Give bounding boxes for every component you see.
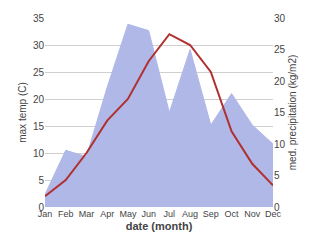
svg-text:May: May [119, 209, 137, 219]
svg-text:max temp (C): max temp (C) [17, 82, 28, 143]
svg-text:Sep: Sep [203, 209, 219, 219]
svg-text:30: 30 [274, 13, 286, 24]
svg-text:30: 30 [33, 40, 45, 51]
svg-text:15: 15 [274, 107, 286, 118]
svg-text:date (month): date (month) [126, 220, 193, 232]
svg-text:Oct: Oct [225, 209, 240, 219]
svg-text:Jun: Jun [141, 209, 156, 219]
svg-text:0: 0 [38, 202, 44, 213]
svg-text:25: 25 [33, 67, 45, 78]
svg-text:10: 10 [274, 139, 286, 150]
svg-text:10: 10 [33, 148, 45, 159]
svg-text:15: 15 [33, 121, 45, 132]
svg-text:35: 35 [33, 13, 45, 24]
svg-text:20: 20 [274, 76, 286, 87]
svg-text:25: 25 [274, 44, 286, 55]
svg-text:Mar: Mar [79, 209, 95, 219]
svg-text:Dec: Dec [265, 209, 282, 219]
svg-text:Jul: Jul [164, 209, 176, 219]
svg-text:Nov: Nov [244, 209, 261, 219]
svg-text:med. precipitation (kg/m2): med. precipitation (kg/m2) [287, 55, 298, 171]
svg-text:5: 5 [274, 170, 280, 181]
svg-text:5: 5 [38, 175, 44, 186]
svg-text:Jan: Jan [38, 209, 53, 219]
svg-text:0: 0 [274, 202, 280, 213]
svg-text:Feb: Feb [58, 209, 74, 219]
svg-text:Aug: Aug [182, 209, 198, 219]
svg-text:Apr: Apr [100, 209, 114, 219]
svg-text:20: 20 [33, 94, 45, 105]
